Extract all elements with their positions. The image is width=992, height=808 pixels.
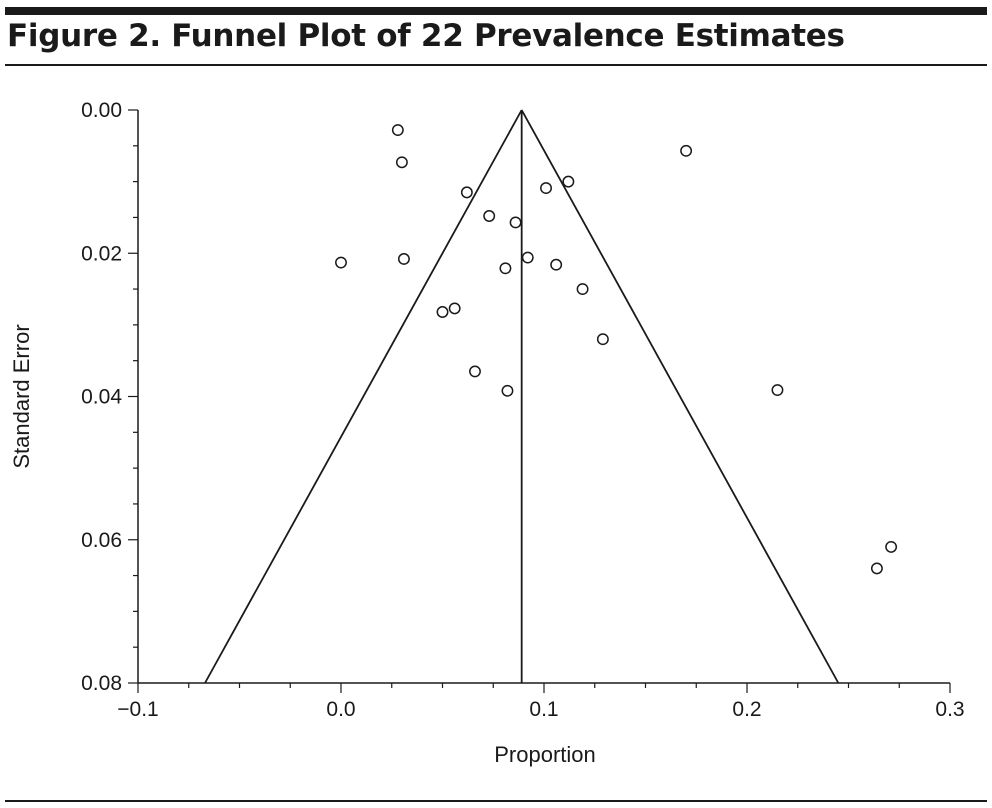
data-point xyxy=(469,365,481,378)
data-point xyxy=(335,256,347,269)
data-point xyxy=(576,283,589,296)
title-rule xyxy=(5,64,987,66)
y-axis-title: Standard Error xyxy=(9,324,34,468)
funnel-right-line xyxy=(520,109,840,684)
x-tick-label: 0.3 xyxy=(935,698,964,721)
data-point xyxy=(540,182,552,195)
data-point xyxy=(391,124,404,137)
axis-labels: 0.00 0.02 0.04 0.06 0.08 −0.1 0.0 0.1 0.2 0.3 Prop… xyxy=(9,99,965,767)
funnel-left-line xyxy=(204,109,523,684)
funnel-lines xyxy=(204,109,840,684)
x-tick-label: 0.0 xyxy=(326,698,355,721)
data-point xyxy=(680,144,693,157)
x-tick-label: 0.2 xyxy=(732,698,761,721)
data-point xyxy=(448,302,461,315)
data-point xyxy=(509,216,522,229)
data-point xyxy=(460,186,473,199)
bottom-rule xyxy=(5,800,987,802)
figure-title: Figure 2. Funnel Plot of 22 Prevalence E… xyxy=(7,18,845,54)
data-point xyxy=(885,540,898,553)
y-tick-label: 0.06 xyxy=(81,529,122,552)
data-point xyxy=(395,156,408,169)
top-rule xyxy=(5,7,987,15)
y-tick-label: 0.04 xyxy=(81,386,122,409)
data-points xyxy=(335,124,898,575)
x-tick-label: −0.1 xyxy=(117,698,158,721)
data-point xyxy=(550,258,563,271)
data-point xyxy=(562,175,575,188)
data-point xyxy=(397,253,410,265)
data-point xyxy=(499,262,512,275)
y-tick-label: 0.08 xyxy=(81,672,122,695)
data-point xyxy=(436,306,449,318)
data-point xyxy=(483,210,496,222)
x-axis-title: Proportion xyxy=(494,742,596,767)
data-point xyxy=(596,333,609,346)
data-point xyxy=(870,562,883,575)
data-point xyxy=(521,251,534,264)
data-point xyxy=(771,384,784,397)
data-point xyxy=(501,384,514,397)
x-tick-label: 0.1 xyxy=(529,698,558,721)
axes xyxy=(128,109,951,693)
y-tick-label: 0.00 xyxy=(81,99,122,122)
y-tick-label: 0.02 xyxy=(81,242,122,265)
